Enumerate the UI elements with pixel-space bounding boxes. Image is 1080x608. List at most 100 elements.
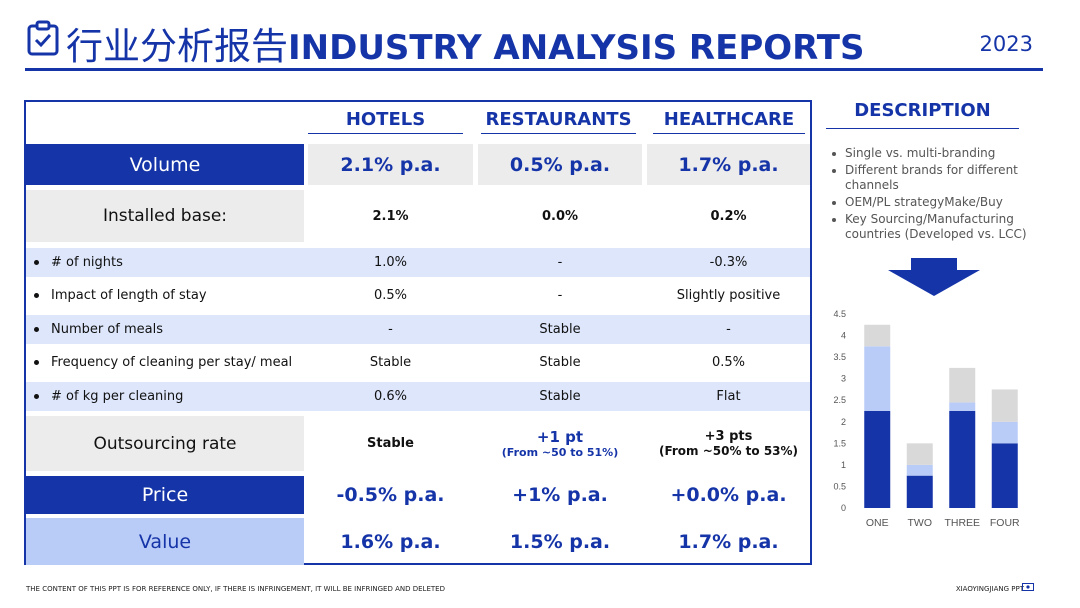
clipboard-check-icon xyxy=(27,20,59,56)
installed-base-healthcare: 0.2% xyxy=(710,208,747,224)
meals-restaurants: Stable xyxy=(539,322,581,337)
bar-segment-two-series-2 xyxy=(906,464,933,476)
bar-segment-three-series-3 xyxy=(949,367,976,403)
value-healthcare: 1.7% p.a. xyxy=(678,530,779,553)
x-category-label: ONE xyxy=(866,517,889,529)
bar-segment-three-series-1 xyxy=(949,411,976,508)
column-header-restaurants: RESTAURANTS xyxy=(481,106,636,134)
table-row-band xyxy=(26,315,810,344)
price-restaurants: +1% p.a. xyxy=(512,484,608,506)
value-restaurants: 1.5% p.a. xyxy=(509,530,611,553)
header-divider xyxy=(25,68,1043,71)
meals-healthcare: - xyxy=(726,322,731,337)
bar-segment-three-series-2 xyxy=(949,402,976,411)
row-label-volume: Volume xyxy=(26,144,304,185)
volume-hotels: 2.1% p.a. xyxy=(308,144,473,185)
y-tick-label: 4 xyxy=(841,331,846,341)
y-tick-label: 2 xyxy=(841,417,846,427)
y-tick-label: 1.5 xyxy=(833,438,846,448)
y-tick-label: 0.5 xyxy=(833,481,846,491)
row-label-installed-base: Installed base: xyxy=(26,190,304,242)
kg-per-cleaning-restaurants: Stable xyxy=(539,389,581,404)
description-title: DESCRIPTION xyxy=(826,100,1019,129)
outsourcing-healthcare-main: +3 pts xyxy=(704,429,753,444)
outsourcing-hotels: Stable xyxy=(308,416,473,471)
footer-disclaimer: THE CONTENT OF THIS PPT IS FOR REFERENCE… xyxy=(26,585,445,593)
outsourcing-restaurants-sub: (From ~50 to 51%) xyxy=(501,446,619,459)
meals-hotels: - xyxy=(388,322,393,337)
row-label-kg-per-cleaning: # of kg per cleaning xyxy=(26,382,304,411)
row-label-text: # of kg per cleaning xyxy=(51,389,184,404)
installed-base-hotels: 2.1% xyxy=(372,208,409,224)
value-hotels: 1.6% p.a. xyxy=(340,530,441,553)
kg-per-cleaning-hotels: 0.6% xyxy=(373,389,408,404)
length-of-stay-healthcare: Slightly positive xyxy=(676,288,781,303)
row-label-length-of-stay: Impact of length of stay xyxy=(26,281,304,310)
length-of-stay-restaurants: - xyxy=(557,288,563,303)
stacked-bar-chart: 0 0.5 1 1.5 2 2.5 3 3.5 4 4.5 ONE TWO THREE FOUR xyxy=(833,309,1020,529)
row-label-nights: # of nights xyxy=(26,248,304,277)
row-label-text: Frequency of cleaning per stay/ meal xyxy=(51,355,293,370)
bar-segment-four-series-1 xyxy=(991,443,1018,508)
x-category-label: TWO xyxy=(908,517,933,529)
bullet-icon xyxy=(34,394,39,399)
kg-per-cleaning-healthcare: Flat xyxy=(716,389,741,404)
description-item: Different brands for different channels xyxy=(830,163,1040,193)
footer-brand: XIAOYINGJIANG PPT xyxy=(955,585,1024,593)
y-tick-label: 3 xyxy=(841,374,846,384)
x-category-label: FOUR xyxy=(990,517,1020,529)
x-category-label: THREE xyxy=(944,517,980,529)
y-tick-label: 0 xyxy=(841,503,846,513)
outsourcing-healthcare-sub: (From ~50% to 53%) xyxy=(658,444,799,458)
bar-segment-two-series-3 xyxy=(906,443,933,465)
row-label-value: Value xyxy=(26,518,304,565)
bar-segment-one-series-1 xyxy=(864,411,891,508)
table-row-band xyxy=(26,248,810,277)
title-chinese: 行业分析报告 xyxy=(66,25,288,68)
outsourcing-restaurants: +1 pt (From ~50 to 51%) xyxy=(478,416,642,471)
outsourcing-restaurants-main: +1 pt xyxy=(536,428,584,446)
bullet-icon xyxy=(34,293,39,298)
down-arrow-icon xyxy=(888,258,980,296)
year-label: 2023 xyxy=(979,32,1033,56)
row-label-meals: Number of meals xyxy=(26,315,304,344)
title-english: INDUSTRY ANALYSIS REPORTS xyxy=(288,28,865,68)
page-title: 行业分析报告INDUSTRY ANALYSIS REPORTS xyxy=(66,16,865,70)
y-tick-label: 1 xyxy=(841,460,846,470)
description-item: Key Sourcing/Manufacturing countries (De… xyxy=(830,212,1040,242)
y-tick-label: 3.5 xyxy=(833,352,846,362)
nights-hotels: 1.0% xyxy=(373,255,408,270)
description-item: Single vs. multi-branding xyxy=(830,146,1040,161)
volume-healthcare: 1.7% p.a. xyxy=(647,144,810,185)
bar-segment-four-series-2 xyxy=(991,421,1018,444)
price-hotels: -0.5% p.a. xyxy=(336,484,445,506)
nights-healthcare: -0.3% xyxy=(709,255,748,270)
cleaning-frequency-healthcare: 0.5% xyxy=(711,355,746,370)
presentation-icon xyxy=(1022,583,1034,591)
bullet-icon xyxy=(34,327,39,332)
bar-segment-two-series-1 xyxy=(906,475,933,508)
cleaning-frequency-hotels: Stable xyxy=(369,355,412,370)
analysis-table: HOTELS RESTAURANTS HEALTHCARE Volume 2.1… xyxy=(24,100,812,565)
description-item: OEM/PL strategyMake/Buy xyxy=(830,195,1040,210)
description-list: Single vs. multi-branding Different bran… xyxy=(830,146,1040,244)
bullet-icon xyxy=(34,360,39,365)
row-label-outsourcing-rate: Outsourcing rate xyxy=(26,416,304,471)
column-header-hotels: HOTELS xyxy=(308,106,463,134)
row-label-text: Impact of length of stay xyxy=(51,288,207,303)
bullet-icon xyxy=(34,260,39,265)
cleaning-frequency-restaurants: Stable xyxy=(539,355,581,370)
y-tick-label: 2.5 xyxy=(833,395,846,405)
bar-segment-one-series-2 xyxy=(864,346,891,411)
price-healthcare: +0.0% p.a. xyxy=(670,484,787,506)
bar-segment-one-series-3 xyxy=(864,324,891,347)
volume-restaurants: 0.5% p.a. xyxy=(478,144,642,185)
bar-segment-four-series-3 xyxy=(991,389,1018,422)
nights-restaurants: - xyxy=(557,255,563,270)
outsourcing-healthcare: +3 pts (From ~50% to 53%) xyxy=(647,416,810,471)
row-label-text: Number of meals xyxy=(51,322,164,337)
installed-base-restaurants: 0.0% xyxy=(541,208,579,224)
table-row-band xyxy=(26,382,810,411)
outsourcing-hotels-main: Stable xyxy=(367,436,414,451)
length-of-stay-hotels: 0.5% xyxy=(373,288,408,303)
